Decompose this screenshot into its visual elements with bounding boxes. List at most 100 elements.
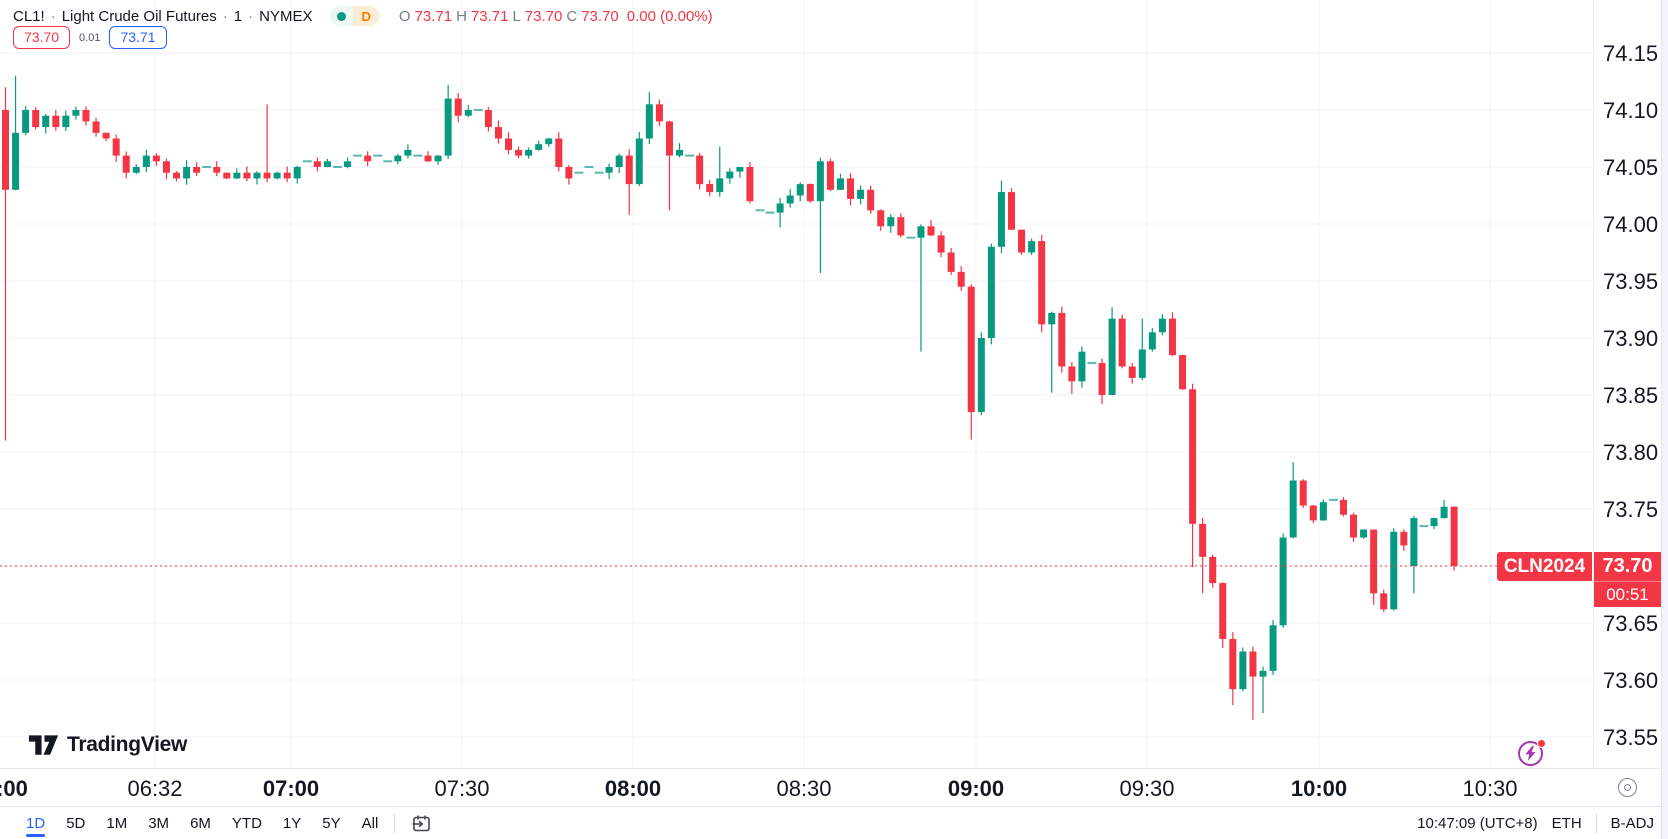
time-axis-label[interactable]: 10:00 — [1290, 776, 1348, 801]
candle-body — [937, 235, 945, 253]
price-axis-label[interactable]: 73.75 — [1603, 497, 1659, 522]
open-label: O — [398, 7, 411, 25]
time-axis-label[interactable]: 06:32 — [127, 776, 183, 801]
price-axis-label[interactable]: 73.90 — [1603, 326, 1659, 351]
time-axis-label[interactable]: :00 — [0, 776, 28, 801]
session-button[interactable]: ETH — [1551, 814, 1582, 832]
market-status-pill[interactable]: D — [330, 6, 379, 26]
candle-body — [1229, 638, 1237, 690]
candle-body — [1319, 502, 1327, 521]
price-axis-label[interactable]: 74.15 — [1603, 41, 1659, 66]
flash-icon[interactable] — [1518, 739, 1546, 768]
candle-body — [1410, 518, 1418, 566]
candle-body — [1430, 518, 1438, 527]
legend-separator: · — [222, 7, 228, 25]
chart-interval[interactable]: 1 — [233, 7, 243, 25]
price-chart[interactable] — [0, 0, 1593, 768]
price-axis-label[interactable]: 73.95 — [1603, 269, 1659, 294]
price-axis-label[interactable]: 73.55 — [1603, 725, 1659, 750]
candle-body — [52, 115, 60, 128]
candle-body — [535, 144, 543, 150]
candle-body — [1108, 318, 1116, 395]
time-axis-label[interactable]: 09:00 — [947, 776, 1005, 801]
high-label: H — [456, 7, 467, 25]
price-axis-label[interactable]: 73.60 — [1603, 668, 1659, 693]
candle-body — [987, 246, 995, 338]
price-axis-label[interactable]: 73.85 — [1603, 383, 1659, 408]
candle-body — [676, 149, 684, 156]
candle-body — [1339, 499, 1347, 515]
range-button-1d[interactable]: 1D — [26, 814, 46, 837]
contract-tag: CLN2024 — [1497, 552, 1592, 581]
timezone-icon[interactable] — [1618, 778, 1637, 797]
candle-body — [1400, 531, 1408, 546]
go-to-date-button[interactable] — [411, 813, 432, 834]
price-axis-label[interactable]: 74.10 — [1603, 98, 1659, 123]
close-value: 73.70 — [581, 7, 619, 25]
price-axis[interactable]: 74.15 74.10 74.05 74.00 73.95 73.90 73.85 73.80… — [1593, 0, 1661, 768]
toolbar-divider — [394, 813, 396, 833]
candlestick-layer — [2, 75, 1458, 720]
candle-body — [1269, 625, 1277, 671]
candle-body — [1289, 480, 1297, 538]
range-button-3m[interactable]: 3M — [148, 814, 170, 832]
candle-body — [1209, 556, 1217, 584]
range-button-all[interactable]: All — [361, 814, 379, 832]
toolbar-divider — [1595, 813, 1597, 833]
candle-body — [847, 178, 855, 199]
time-axis-label[interactable]: 08:00 — [604, 776, 662, 801]
adjustment-button[interactable]: B-ADJ — [1610, 814, 1654, 832]
tradingview-logo[interactable]: TradingView — [28, 733, 187, 757]
range-button-1m[interactable]: 1M — [106, 814, 128, 832]
range-button-1y[interactable]: 1Y — [282, 814, 302, 832]
doji-dash — [594, 171, 604, 174]
candle-body — [273, 172, 281, 179]
candle-body — [857, 189, 865, 199]
candle-body — [1239, 651, 1247, 690]
candle-body — [253, 172, 261, 179]
buy-price-button[interactable]: 73.71 — [109, 26, 167, 49]
tradingview-wordmark: TradingView — [67, 733, 188, 756]
candle-body — [404, 149, 412, 156]
candle-body — [967, 286, 975, 413]
candle-body — [454, 98, 462, 116]
candle-body — [1128, 366, 1136, 378]
candle-body — [22, 110, 30, 133]
candle-body — [193, 167, 201, 173]
time-axis[interactable]: :00 06:32 07:00 07:30 08:00 08:30 09:00 09:30 10… — [0, 768, 1668, 806]
symbol-legend[interactable]: CL1! · Light Crude Oil Futures · 1 · NYM… — [13, 6, 713, 26]
sell-price-button[interactable]: 73.70 — [13, 26, 71, 49]
range-button-6m[interactable]: 6M — [190, 814, 211, 832]
doji-dash — [1328, 498, 1338, 501]
time-axis-label[interactable]: 08:30 — [776, 776, 832, 801]
symbol-name[interactable]: CL1! — [13, 7, 45, 25]
candle-body — [1018, 229, 1026, 253]
time-axis-label[interactable]: 09:30 — [1119, 776, 1175, 801]
calendar-icon — [412, 815, 431, 831]
candle-body — [1068, 366, 1076, 382]
price-axis-label[interactable]: 74.00 — [1603, 212, 1659, 237]
price-axis-label[interactable]: 73.80 — [1603, 440, 1659, 465]
candle-body — [173, 172, 181, 179]
lightning-bolt-icon — [1525, 746, 1536, 761]
time-axis-label[interactable]: 10:30 — [1462, 776, 1518, 801]
window-scrollbar[interactable] — [1661, 0, 1668, 839]
time-axis-label[interactable]: 07:00 — [262, 776, 320, 801]
doji-dash — [202, 166, 212, 168]
range-button-ytd[interactable]: YTD — [231, 814, 262, 832]
candle-body — [62, 115, 70, 128]
range-button-5y[interactable]: 5Y — [322, 814, 341, 832]
candle-body — [263, 172, 271, 179]
range-button-5d[interactable]: 5D — [66, 814, 86, 832]
tradingview-mark-icon — [28, 735, 59, 755]
price-axis-label[interactable]: 74.05 — [1603, 155, 1659, 180]
server-clock[interactable]: 10:47:09 (UTC+8) — [1417, 814, 1538, 832]
candle-body — [1199, 523, 1207, 557]
price-axis-label[interactable]: 73.65 — [1603, 611, 1659, 636]
candle-body — [706, 184, 714, 193]
candle-body — [162, 161, 170, 173]
open-value: 73.71 — [414, 7, 453, 25]
candle-body — [736, 167, 744, 172]
candle-body — [183, 167, 191, 179]
time-axis-label[interactable]: 07:30 — [434, 776, 490, 801]
